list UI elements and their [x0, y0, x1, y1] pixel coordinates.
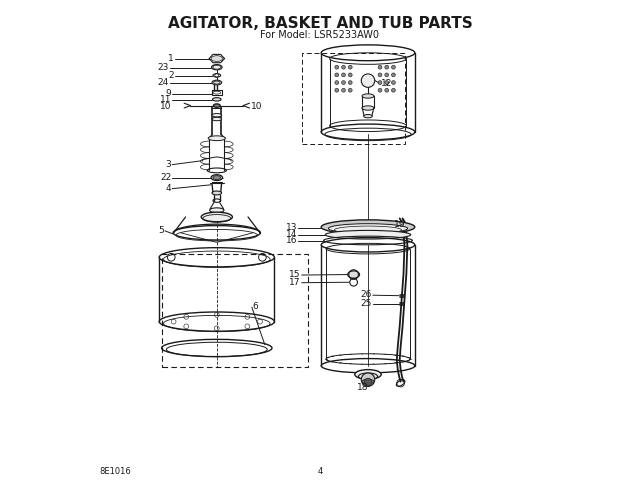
Text: For Model: LSR5233AW0: For Model: LSR5233AW0	[260, 30, 380, 39]
Circle shape	[348, 81, 352, 84]
Text: 5: 5	[158, 226, 164, 235]
Ellipse shape	[362, 379, 374, 384]
Circle shape	[348, 88, 352, 92]
Circle shape	[361, 74, 375, 87]
Ellipse shape	[211, 56, 223, 61]
Circle shape	[392, 88, 396, 92]
Text: 3: 3	[166, 160, 172, 168]
Circle shape	[385, 73, 388, 77]
Text: 2: 2	[168, 71, 173, 80]
Ellipse shape	[212, 113, 221, 117]
Text: 26: 26	[360, 290, 372, 299]
Ellipse shape	[212, 191, 221, 195]
Text: AGITATOR, BASKET AND TUB PARTS: AGITATOR, BASKET AND TUB PARTS	[168, 15, 472, 31]
Circle shape	[392, 65, 396, 69]
Ellipse shape	[201, 212, 232, 222]
Circle shape	[348, 65, 352, 69]
Circle shape	[342, 88, 346, 92]
Circle shape	[385, 81, 388, 84]
Ellipse shape	[212, 97, 221, 101]
Text: 4: 4	[166, 184, 172, 192]
Ellipse shape	[213, 104, 220, 107]
Text: 16: 16	[286, 236, 298, 245]
Ellipse shape	[325, 230, 411, 239]
Text: 22: 22	[160, 173, 172, 182]
Text: 14: 14	[286, 230, 298, 239]
Circle shape	[378, 73, 382, 77]
Circle shape	[335, 73, 339, 77]
Ellipse shape	[358, 373, 378, 380]
Text: 8E1016: 8E1016	[99, 467, 131, 476]
Ellipse shape	[208, 136, 225, 141]
Circle shape	[349, 270, 358, 279]
Text: 25: 25	[360, 299, 372, 308]
Ellipse shape	[213, 65, 221, 69]
Circle shape	[342, 65, 346, 69]
Bar	[212, 90, 221, 95]
Text: 19: 19	[394, 220, 406, 228]
Circle shape	[385, 65, 388, 69]
Text: 13: 13	[286, 223, 298, 231]
Circle shape	[392, 73, 396, 77]
Circle shape	[378, 81, 382, 84]
Ellipse shape	[364, 114, 372, 118]
Text: 9: 9	[166, 89, 172, 97]
Ellipse shape	[210, 208, 224, 213]
Text: 10: 10	[252, 102, 263, 111]
Circle shape	[342, 81, 346, 84]
Text: 11: 11	[160, 96, 172, 104]
Circle shape	[378, 88, 382, 92]
Circle shape	[392, 81, 396, 84]
Circle shape	[342, 73, 346, 77]
Bar	[162, 254, 308, 367]
Ellipse shape	[355, 370, 381, 379]
Text: 15: 15	[289, 270, 301, 279]
Circle shape	[364, 378, 372, 386]
Text: 24: 24	[157, 78, 169, 87]
Ellipse shape	[212, 80, 221, 85]
Circle shape	[385, 88, 388, 92]
Ellipse shape	[362, 94, 374, 98]
Text: 18: 18	[356, 383, 368, 392]
Bar	[302, 53, 405, 144]
Ellipse shape	[321, 220, 415, 234]
Circle shape	[378, 65, 382, 69]
Circle shape	[335, 88, 339, 92]
Text: 17: 17	[289, 278, 301, 287]
Ellipse shape	[328, 224, 408, 233]
Text: 12: 12	[381, 79, 393, 88]
Ellipse shape	[213, 176, 221, 180]
Circle shape	[348, 73, 352, 77]
Text: 6: 6	[253, 302, 259, 311]
Ellipse shape	[211, 65, 222, 70]
Text: 10: 10	[160, 102, 172, 111]
Ellipse shape	[211, 175, 223, 180]
Circle shape	[335, 65, 339, 69]
Text: 1: 1	[168, 54, 173, 63]
Ellipse shape	[362, 106, 374, 110]
Text: 23: 23	[157, 63, 169, 72]
Text: 4: 4	[317, 467, 323, 476]
Circle shape	[335, 81, 339, 84]
Circle shape	[361, 373, 375, 386]
Ellipse shape	[212, 118, 221, 121]
